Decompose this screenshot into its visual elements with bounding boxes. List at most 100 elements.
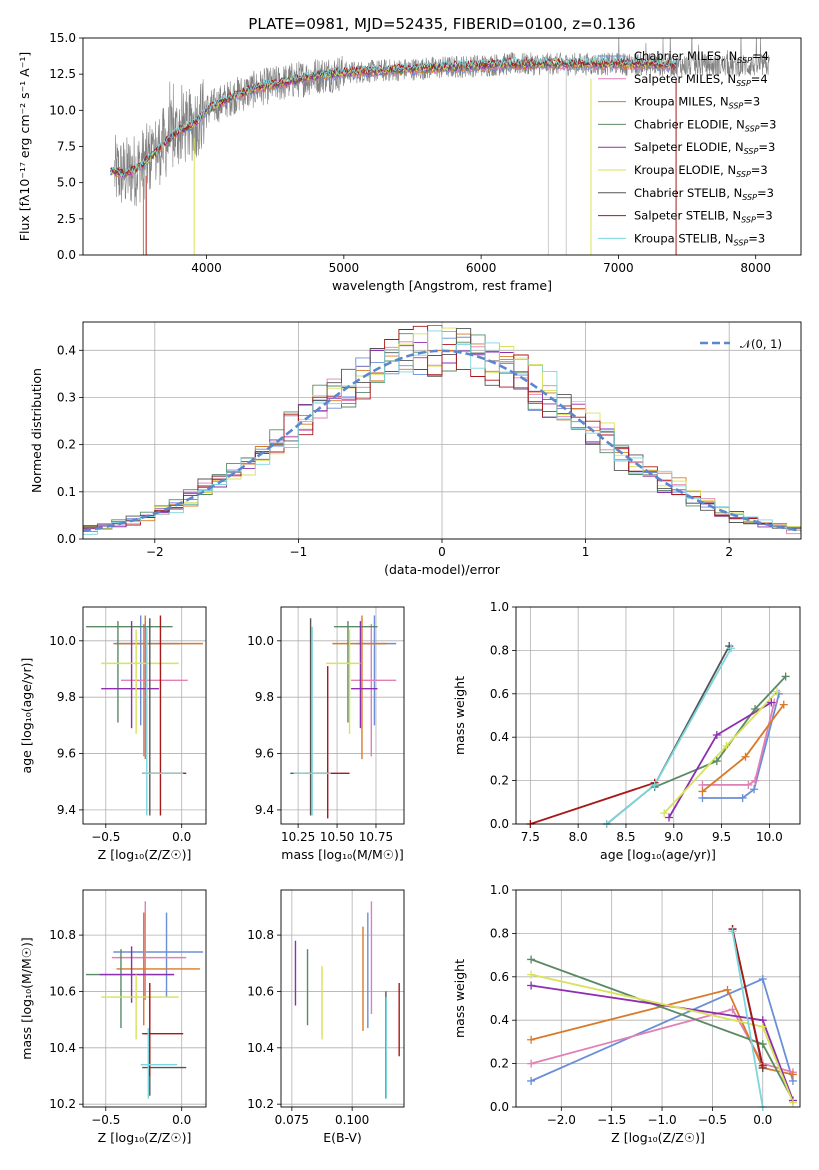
massweight_vs_z-x-tick-label: −2.0 — [547, 1113, 576, 1127]
spectrum-legend-suffix: =3 — [748, 231, 765, 245]
massweight_vs_age-marker-chabrier_elodie — [712, 757, 721, 766]
spectrum-y-tick-label: 2.5 — [57, 212, 76, 226]
massweight_vs_age-x-tick-label: 8.0 — [569, 830, 588, 844]
spectrum-y-tick-label: 15.0 — [49, 31, 76, 45]
mass_vs_z-y-tick-label: 10.6 — [49, 984, 76, 998]
massweight_vs_age-plot-area — [530, 645, 787, 824]
massweight_vs_z-x-axis-label: Z [log₁₀(Z/Z☉)] — [611, 1130, 705, 1145]
massweight_vs_z-marker-salpeter_miles — [728, 1005, 737, 1014]
mass_vs_ebv-panel: 0.075 0.100 10.2 10.4 10.6 10.8 E(B-V) — [247, 889, 405, 1145]
massweight_vs_age-y-tick-label: 0.8 — [490, 643, 509, 657]
mass_vs_z-x-tick-label: −0.5 — [91, 1113, 120, 1127]
massweight_vs_z-y-tick-label: 1.0 — [490, 883, 509, 897]
mass_vs_z-y-tick-label: 10.4 — [49, 1041, 76, 1055]
massweight_vs_age-marker-kroupa_elodie — [722, 741, 731, 750]
age_vs_mass-y-tick-label: 9.8 — [255, 690, 274, 704]
massweight_vs_z-marker-kroupa_stelib — [728, 927, 737, 936]
mass_vs_ebv-x-tick-label: 0.100 — [335, 1113, 369, 1127]
spectrum-legend-entry: Salpeter STELIB, NSSP=3 — [634, 209, 773, 225]
mass_vs_z-y-tick-label: 10.2 — [49, 1097, 76, 1111]
spectrum-legend-sub: SSP — [744, 147, 759, 156]
mass_vs_z-y-tick-label: 10.8 — [49, 928, 76, 942]
massweight_vs_age-x-tick-label: 8.5 — [616, 830, 635, 844]
spectrum-legend-name: Salpeter STELIB, N — [634, 209, 741, 223]
massweight_vs_age-x-tick-label: 10.0 — [756, 830, 783, 844]
spectrum-legend-entry: Salpeter MILES, NSSP=4 — [634, 72, 768, 88]
spectrum-legend-name: Salpeter ELODIE, N — [634, 140, 744, 154]
massweight_vs_age-y-tick-label: 0.6 — [490, 687, 509, 701]
massweight_vs_age-x-axis-label: age [log₁₀(age/yr)] — [600, 847, 716, 862]
spectrum-legend-sub: SSP — [742, 193, 757, 202]
spectrum-y-tick-label: 10.0 — [49, 103, 76, 117]
residuals-x-axis-label: (data-model)/error — [384, 562, 501, 577]
mass_vs_z-plot-area — [86, 901, 203, 1099]
spectrum-legend-entry: Kroupa MILES, NSSP=3 — [634, 95, 760, 111]
age_vs_mass-x-tick-label: 10.50 — [320, 830, 354, 844]
massweight_vs_z-marker-salpeter_miles — [527, 1059, 536, 1068]
residuals-y-tick-label: 0.0 — [57, 532, 76, 546]
age_vs_z-y-axis-label: age [log₁₀(age/yr)] — [19, 658, 34, 774]
mass_vs_z-y-axis-label: mass [log₁₀(M/M☉)] — [19, 937, 34, 1059]
age_vs_z-y-tick-label: 9.4 — [57, 803, 76, 817]
massweight_vs_age-marker-kroupa_miles — [779, 700, 788, 709]
spectrum-y-tick-label: 0.0 — [57, 248, 76, 262]
massweight_vs_age-panel: 7.5 8.0 8.5 9.0 9.5 10.0 0.0 0.2 0.4 0.6 0.8 1.0 age… — [452, 600, 801, 862]
massweight_vs_age-x-tick-label: 7.5 — [521, 830, 540, 844]
spectrum-plot-area — [110, 38, 770, 255]
massweight_vs_age-x-tick-label: 9.0 — [664, 830, 683, 844]
residuals-frame — [82, 321, 802, 540]
residuals-y-axis-label: Normed distribution — [29, 368, 44, 493]
age_vs_z-plot-area — [86, 615, 203, 816]
mass_vs_ebv-y-tick-label: 10.2 — [247, 1097, 274, 1111]
massweight_vs_age-marker-kroupa_miles — [741, 752, 750, 761]
age_vs_mass-grid — [281, 607, 404, 824]
age_vs_mass-panel: 10.25 10.50 10.75 9.4 9.6 9.8 10.0 mass [log₁₀(… — [247, 606, 405, 862]
massweight_vs_z-marker-kroupa_miles — [723, 985, 732, 994]
massweight_vs_age-y-tick-label: 0.2 — [490, 774, 509, 788]
massweight_vs_age-grid — [516, 606, 800, 825]
age_vs_mass-y-tick-label: 10.0 — [247, 634, 274, 648]
spectrum-legend-entry: Salpeter ELODIE, NSSP=3 — [634, 140, 775, 156]
residuals-x-tick-label: −2 — [146, 545, 164, 559]
spectrum-legend-sub: SSP — [736, 79, 751, 88]
age_vs_mass-plot-area — [290, 615, 397, 819]
age_vs_mass-frame — [280, 606, 405, 825]
residuals-panel: −2 −1 0 1 2 0.0 0.1 0.2 0.3 0.4 (data-model)/error… — [29, 321, 802, 577]
mass_vs_z-panel: −0.5 0.0 10.2 10.4 10.6 10.8 Z [log₁₀(Z/Z☉)] ma… — [19, 889, 207, 1145]
mass_vs_ebv-plot-area — [294, 901, 400, 1099]
massweight_vs_z-marker-chabrier_miles — [527, 1076, 536, 1085]
massweight_vs_age-line-chabrier_elodie — [654, 675, 787, 788]
spectrum-legend-sub: SSP — [737, 56, 752, 65]
mass_vs_ebv-x-axis-label: E(B-V) — [323, 1130, 362, 1145]
age_vs_z-y-tick-label: 9.6 — [57, 747, 76, 761]
spectrum-title: PLATE=0981, MJD=52435, FIBERID=0100, z=0… — [248, 15, 635, 33]
massweight_vs_age-marker-kroupa_elodie — [660, 809, 669, 818]
mass_vs_ebv-grid — [281, 890, 404, 1107]
mass_vs_ebv-y-tick-label: 10.6 — [247, 984, 274, 998]
massweight_vs_age-marker-salpeter_elodie — [767, 698, 776, 707]
age_vs_z-y-tick-label: 10.0 — [49, 634, 76, 648]
massweight_vs_z-y-tick-label: 0.8 — [490, 926, 509, 940]
massweight_vs_z-line-salpeter_stelib — [731, 928, 764, 1066]
massweight_vs_z-y-axis-label: mass weight — [452, 959, 467, 1038]
massweight_vs_z-line-kroupa_stelib — [731, 931, 764, 1107]
spectrum-x-tick-label: 4000 — [191, 261, 222, 275]
age_vs_mass-x-axis-label: mass [log₁₀(M/M☉)] — [281, 847, 403, 862]
massweight_vs_age-marker-chabrier_elodie — [781, 672, 790, 681]
spectrum-legend-sub: SSP — [741, 216, 756, 225]
spectrum-y-tick-label: 12.5 — [49, 67, 76, 81]
spectrum-legend-suffix: =4 — [751, 72, 768, 86]
massweight_vs_age-line-salpeter_elodie — [668, 701, 772, 818]
spectrum-legend-entry: Kroupa ELODIE, NSSP=3 — [634, 163, 768, 179]
age_vs_mass-x-tick-label: 10.25 — [281, 830, 315, 844]
massweight_vs_z-x-tick-label: −0.5 — [698, 1113, 727, 1127]
mass_vs_ebv-x-tick-label: 0.075 — [275, 1113, 309, 1127]
mass_vs_z-x-axis-label: Z [log₁₀(Z/Z☉)] — [98, 1130, 192, 1145]
residual-histogram-salpeter_stelib — [83, 325, 801, 531]
massweight_vs_age-y-axis-label: mass weight — [452, 676, 467, 755]
spectrum-legend-suffix: =3 — [756, 209, 773, 223]
spectrum-legend-name: Salpeter MILES, N — [634, 72, 736, 86]
massweight_vs_age-marker-chabrier_miles — [750, 785, 759, 794]
residuals-y-tick-label: 0.2 — [57, 438, 76, 452]
massweight_vs_z-marker-chabrier_miles — [758, 974, 767, 983]
